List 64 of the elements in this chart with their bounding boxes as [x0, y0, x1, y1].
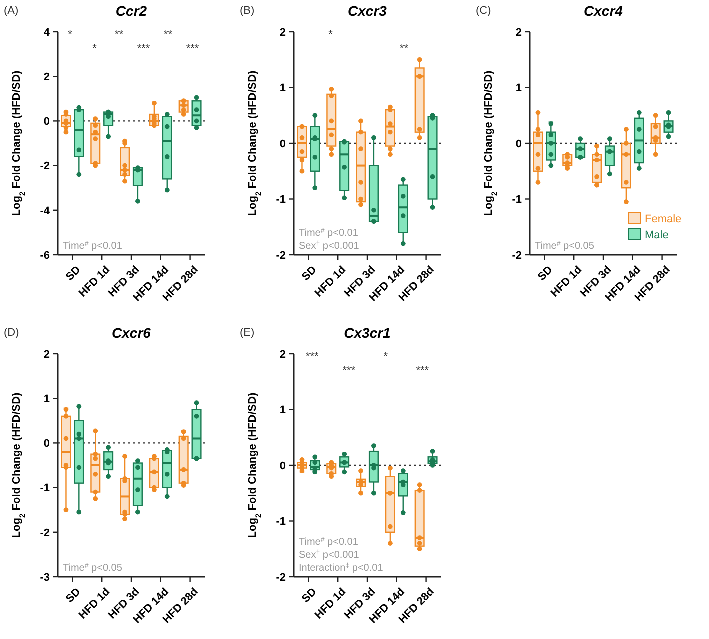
y-tick-label: -1 — [512, 194, 522, 206]
chart-title: Cxcr4 — [584, 3, 624, 19]
y-tick-label: 1 — [280, 82, 286, 95]
y-tick-label: 2 — [44, 71, 50, 84]
x-tick-label: SD — [300, 586, 320, 606]
annotation: Time$^{#}$ p<0.05 — [63, 562, 123, 574]
y-tick-label: 2 — [516, 26, 522, 39]
annotation: * — [92, 43, 98, 55]
chart-subtitle: (D) — [4, 327, 20, 339]
x-tick-label: SD — [64, 264, 84, 284]
annotation: Time$^{#}$ p<0.01 — [299, 536, 359, 548]
chart-title: Cx3cr1 — [344, 325, 392, 341]
annotation: ** — [400, 43, 410, 55]
annotation: * — [328, 29, 334, 41]
y-tick-label: 0 — [280, 460, 286, 472]
annotation: Sex$^{†}$ p<0.001 — [299, 548, 360, 561]
y-tick-label: -1 — [276, 516, 286, 528]
chart-subtitle: (E) — [240, 327, 255, 339]
x-tick-label: SD — [536, 264, 556, 284]
annotation: Time$^{#}$ p<0.01 — [299, 228, 359, 239]
y-tick-label: 1 — [516, 82, 522, 95]
y-tick-label: -2 — [276, 250, 286, 262]
y-tick-label: 0 — [280, 138, 286, 150]
legend-label: Male — [645, 230, 669, 242]
y-tick-label: 4 — [44, 26, 51, 39]
y-tick-label: -1 — [40, 482, 50, 495]
y-tick-label: -2 — [512, 250, 522, 262]
y-tick-label: 2 — [44, 348, 50, 361]
annotation: * — [68, 29, 74, 41]
chart-title: Cxcr3 — [348, 3, 388, 19]
y-tick-label: -3 — [40, 572, 50, 584]
y-tick-label: 1 — [44, 393, 50, 406]
chart-title: Ccr2 — [116, 3, 148, 19]
y-tick-label: -4 — [40, 205, 51, 218]
chart-title: Cxcr6 — [112, 325, 152, 341]
annotation: ** — [164, 29, 174, 41]
x-tick-label: SD — [64, 586, 84, 606]
y-tick-label: 0 — [516, 138, 522, 150]
annotation: Interaction$^{‡}$ p<0.01 — [299, 562, 384, 574]
annotation: *** — [306, 351, 320, 363]
annotation: *** — [186, 43, 200, 55]
y-tick-label: -2 — [40, 160, 50, 173]
annotation: Time$^{#}$ p<0.05 — [535, 240, 595, 252]
annotation: * — [384, 351, 389, 363]
chart-subtitle: (C) — [476, 5, 492, 17]
y-tick-label: -2 — [276, 572, 286, 584]
y-tick-label: 1 — [280, 404, 286, 417]
y-tick-label: -2 — [40, 527, 50, 540]
y-tick-label: 0 — [44, 116, 50, 128]
chart-subtitle: (B) — [240, 5, 255, 17]
annotation: ** — [114, 29, 124, 41]
annotation: *** — [137, 43, 151, 55]
y-tick-label: -6 — [40, 250, 50, 262]
y-tick-label: 0 — [44, 438, 50, 450]
annotation: *** — [416, 365, 430, 377]
y-tick-label: 2 — [280, 26, 286, 39]
chart-subtitle: (A) — [4, 5, 19, 17]
annotation: *** — [342, 365, 356, 377]
y-tick-label: -1 — [276, 194, 286, 206]
annotation: Time$^{#}$ p<0.01 — [63, 240, 123, 252]
x-tick-label: SD — [300, 264, 320, 284]
annotation: Sex$^{†}$ p<0.001 — [299, 240, 360, 252]
legend-label: Female — [645, 214, 682, 226]
y-tick-label: 2 — [280, 348, 286, 361]
